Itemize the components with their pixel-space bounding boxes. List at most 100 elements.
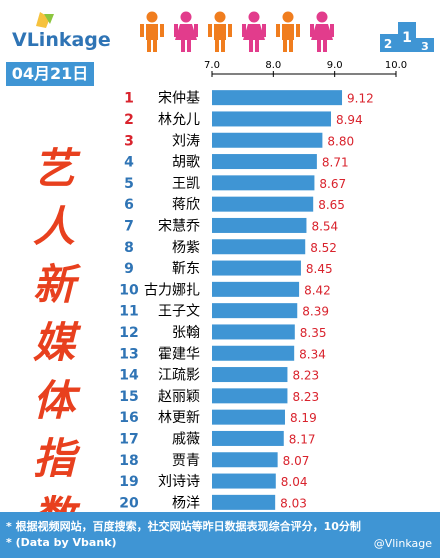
category-label: 胡歌 [172,155,200,171]
bar [212,175,315,191]
rank-label: 5 [124,176,134,192]
side-title-char: 新 [32,260,75,309]
person-icon [276,11,300,52]
category-label: 王子文 [158,304,200,320]
category-label: 靳东 [172,261,200,277]
bar [212,260,301,276]
person-icon [174,11,198,52]
rank-label: 9 [124,261,134,277]
x-tick-label: 7.0 [204,60,220,71]
bar [212,303,298,319]
value-label: 9.12 [347,92,374,106]
rank-label: 18 [119,453,138,469]
side-title-char: 媒 [32,318,75,367]
rank-label: 11 [119,304,138,320]
value-label: 8.67 [319,177,346,191]
category-label: 戚薇 [172,431,200,447]
footer-source: * (Data by Vbank) [6,536,117,549]
bar [212,196,314,212]
bar-chart: 7.0 8.0 9.0 10.0 1 宋仲基 9.12 2 林允儿 8.94 3 刘涛 8.80 4 胡歌 8… [119,60,407,510]
bar [212,111,331,127]
value-label: 8.45 [306,262,333,276]
logo-graphic: VLinkage [12,12,111,51]
bar [212,430,284,446]
rank-label: 16 [119,410,138,426]
rank-label: 19 [119,474,138,490]
bar [212,388,288,404]
category-label: 林允儿 [158,112,200,128]
svg-text:1: 1 [402,30,412,46]
category-label: 林更新 [158,410,200,426]
value-label: 8.54 [311,219,338,233]
bar [212,217,307,233]
side-title-char: 艺 [32,144,75,193]
side-title: 艺 人 新 媒 体 指 数 [28,140,80,546]
bar [212,409,285,425]
rank-label: 1 [124,91,134,107]
category-label: 贾青 [172,453,200,469]
category-label: 刘涛 [172,133,200,149]
rank-label: 7 [124,218,134,234]
category-label: 张翰 [172,325,200,341]
footer-banner: * 根据视频网站，百度搜索，社交网站等昨日数据表现综合评分，10分制 * (Da… [0,512,440,558]
people-figures [140,11,334,52]
person-icon [310,11,334,52]
value-label: 8.80 [327,134,354,148]
x-tick-label: 8.0 [265,60,281,71]
date-label: 04月21日 [6,62,94,86]
rank-label: 3 [124,133,134,149]
logo-text: VLinkage [12,29,111,51]
rank-label: 20 [119,495,139,510]
value-label: 8.03 [280,496,307,510]
rank-label: 12 [119,325,138,341]
rank-label: 13 [119,346,138,362]
category-label: 赵丽颖 [158,389,200,405]
bar [212,452,278,468]
category-label: 霍建华 [158,346,200,362]
side-title-char: 人 [32,202,75,251]
rank-label: 10 [119,282,139,298]
rank-label: 17 [119,431,138,447]
value-label: 8.35 [300,326,327,340]
value-label: 8.39 [302,305,329,319]
rank-label: 14 [119,368,139,384]
value-label: 8.34 [299,347,326,361]
value-label: 8.04 [281,475,308,489]
bar [212,473,276,489]
person-icon [208,11,232,52]
bar [212,324,295,340]
svg-text:3: 3 [421,40,429,52]
value-label: 8.52 [310,241,337,255]
value-label: 8.17 [289,432,316,446]
category-label: 杨洋 [172,495,200,510]
bar [212,154,317,170]
rank-label: 6 [124,197,134,213]
category-label: 刘诗诗 [158,474,200,490]
watermark: @Vlinkage [373,537,432,550]
bar [212,367,288,383]
logo-emblem-green [44,14,54,24]
bar [212,90,343,106]
vlinkage-logo: VLinkage [8,8,118,56]
bar [212,281,300,297]
x-tick-label: 9.0 [327,60,343,71]
svg-text:2: 2 [384,37,392,51]
rank-label: 8 [124,240,134,256]
bar [212,132,323,148]
category-label: 蒋欣 [172,197,200,213]
value-label: 8.07 [283,454,310,468]
value-label: 8.23 [292,369,319,383]
footer-note: * 根据视频网站，百度搜索，社交网站等昨日数据表现综合评分，10分制 [6,520,361,533]
person-icon [242,11,266,52]
value-label: 8.94 [336,113,363,127]
podium-icon: 2 1 3 [380,22,434,52]
value-label: 8.71 [322,156,349,170]
value-label: 8.19 [290,411,317,425]
category-label: 宋慧乔 [158,218,200,234]
value-label: 8.42 [304,283,331,297]
category-label: 古力娜扎 [144,282,200,298]
rank-label: 15 [119,389,138,405]
x-tick-label: 10.0 [385,60,407,71]
category-label: 杨紫 [172,240,200,256]
